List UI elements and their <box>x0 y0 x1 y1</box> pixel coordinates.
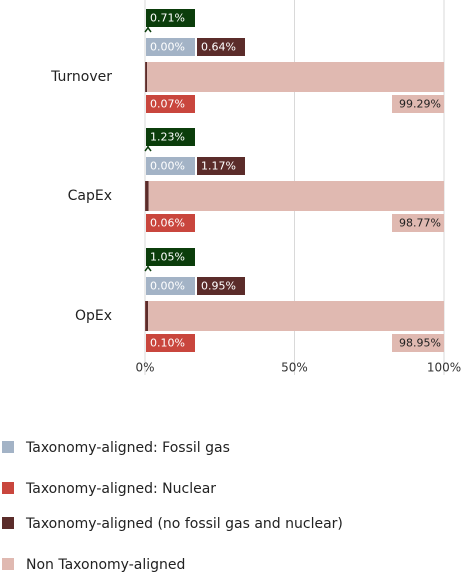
value-label: 0.00% <box>150 160 185 173</box>
value-label: 0.07% <box>150 98 185 111</box>
value-label: 0.64% <box>201 41 236 54</box>
legend-swatch <box>2 517 14 529</box>
bar-segment <box>149 181 444 211</box>
legend-label: Taxonomy-aligned: Fossil gas <box>25 440 230 456</box>
value-label: 0.10% <box>150 337 185 350</box>
legend-label: Taxonomy-aligned (no fossil gas and nucl… <box>25 516 343 532</box>
legend-swatch <box>2 558 14 570</box>
bar-segment <box>145 181 148 211</box>
value-label: 1.17% <box>201 160 236 173</box>
value-label: 0.06% <box>150 217 185 230</box>
legend-swatch <box>2 482 14 494</box>
legend-label: Non Taxonomy-aligned <box>26 557 185 573</box>
value-label: 98.77% <box>399 217 441 230</box>
total-label: 1.05% <box>150 251 185 264</box>
x-tick-label: 0% <box>135 361 154 375</box>
legend-swatch <box>2 441 14 453</box>
category-label: OpEx <box>75 308 112 324</box>
category-label: Turnover <box>50 69 112 85</box>
value-label: 0.00% <box>150 41 185 54</box>
total-label: 1.23% <box>150 131 185 144</box>
bar-segment <box>145 62 147 92</box>
category-label: CapEx <box>68 188 112 204</box>
value-label: 98.95% <box>399 337 441 350</box>
value-label: 0.00% <box>150 280 185 293</box>
legend-label: Taxonomy-aligned: Nuclear <box>25 481 216 497</box>
x-tick-label: 50% <box>281 361 308 375</box>
value-label: 99.29% <box>399 98 441 111</box>
bar-segment <box>147 62 444 92</box>
x-tick-label: 100% <box>427 361 461 375</box>
value-label: 0.95% <box>201 280 236 293</box>
bar-segment <box>145 301 148 331</box>
bar-segment <box>148 301 444 331</box>
total-label: 0.71% <box>150 12 185 25</box>
